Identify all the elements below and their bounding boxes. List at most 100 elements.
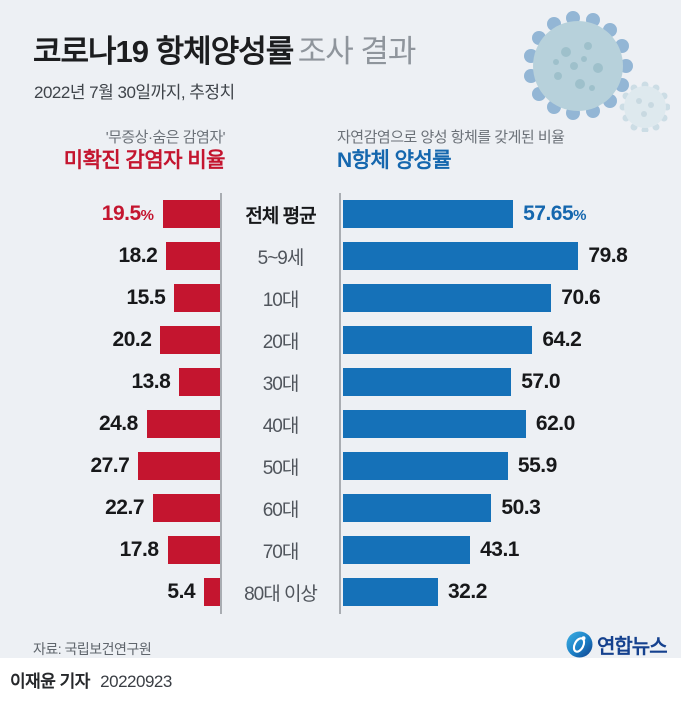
left-column-title: 미확진 감염자 비율 (63, 149, 226, 172)
antibody-rate-value: 70.6 (561, 286, 601, 309)
chart-row: 24.8 40대 62.0 (0, 403, 681, 445)
blue-bar (343, 284, 552, 312)
unconfirmed-rate-value: 18.2 (118, 244, 158, 267)
left-column-header: '무증상·숨은 감염자' 미확진 감염자 비율 (0, 128, 226, 174)
chart-row: 22.7 60대 50.3 (0, 487, 681, 529)
category-label: 20대 (262, 331, 300, 353)
antibody-rate-value: 32.2 (448, 580, 487, 603)
unconfirmed-rate-cell: 5.4 (0, 578, 220, 606)
blue-bar (343, 410, 526, 438)
unconfirmed-rate-value: 20.2 (112, 328, 152, 351)
category-cell: 20대 (220, 327, 341, 354)
left-column-caption: '무증상·숨은 감염자' (105, 129, 226, 146)
unconfirmed-rate-cell: 19.5% (0, 200, 220, 228)
antibody-rate-cell: 43.1 (341, 536, 681, 564)
category-label: 5~9세 (257, 247, 305, 269)
category-cell: 전체 평균 (220, 201, 341, 228)
virus-small (619, 81, 670, 132)
coronavirus-illustration (524, 11, 670, 132)
category-label: 30대 (262, 373, 300, 395)
right-column-title: N항체 양성률 (337, 149, 452, 172)
category-cell: 70대 (220, 537, 341, 564)
antibody-rate-value: 55.9 (517, 454, 557, 477)
chart-row: 19.5% 전체 평균 57.65% (0, 193, 681, 235)
category-cell: 40대 (220, 411, 341, 438)
right-column-header: 자연감염으로 양성 항체를 갖게된 비율 N항체 양성률 (337, 128, 565, 174)
reporter-name: 이재윤 기자 (10, 672, 90, 691)
antibody-rate-value: 50.3 (501, 496, 541, 519)
category-cell: 10대 (220, 285, 341, 312)
percent-sign: % (573, 207, 586, 224)
unconfirmed-rate-cell: 15.5 (0, 284, 220, 312)
blue-bar (343, 326, 533, 354)
antibody-rate-value: 62.0 (535, 412, 575, 435)
antibody-rate-cell: 55.9 (341, 452, 681, 480)
unconfirmed-rate-cell: 22.7 (0, 494, 220, 522)
unconfirmed-rate-value: 24.8 (98, 412, 138, 435)
chart-row: 13.8 30대 57.0 (0, 361, 681, 403)
yonhap-logo-icon (566, 631, 593, 658)
red-bar (166, 242, 220, 270)
antibody-rate-value: 79.8 (588, 244, 628, 267)
title-main: 코로나19 항체양성률 (33, 34, 294, 69)
blue-bar (343, 494, 492, 522)
title-sub: 조사 결과 (297, 34, 417, 69)
yonhap-news-logo: 연합뉴스 (566, 630, 668, 659)
blue-bar (343, 452, 508, 480)
antibody-rate-cell: 50.3 (341, 494, 681, 522)
chart-row: 18.2 5~9세 79.8 (0, 235, 681, 277)
unconfirmed-rate-cell: 20.2 (0, 326, 220, 354)
category-cell: 30대 (220, 369, 341, 396)
unconfirmed-rate-value: 27.7 (90, 454, 130, 477)
antibody-rate-cell: 57.0 (341, 368, 681, 396)
unconfirmed-rate-cell: 13.8 (0, 368, 220, 396)
chart-row: 15.5 10대 70.6 (0, 277, 681, 319)
chart-row: 20.2 20대 64.2 (0, 319, 681, 361)
blue-bar (343, 536, 471, 564)
category-cell: 80대 이상 (220, 579, 341, 606)
antibody-rate-cell: 79.8 (341, 242, 681, 270)
antibody-rate-cell: 32.2 (341, 578, 681, 606)
antibody-rate-cell: 57.65% (341, 200, 681, 228)
percent-sign: % (140, 207, 154, 224)
category-label: 전체 평균 (245, 205, 316, 227)
category-label: 40대 (262, 415, 300, 437)
antibody-rate-cell: 62.0 (341, 410, 681, 438)
blue-bar (343, 578, 438, 606)
category-cell: 50대 (220, 453, 341, 480)
reporter-credit: 이재윤 기자 20220923 (10, 667, 172, 692)
red-bar (160, 326, 220, 354)
chart-rows: 19.5% 전체 평균 57.65% 18.2 5~9세 79.8 15.5 10대 70.6 2… (0, 193, 681, 613)
unconfirmed-rate-cell: 27.7 (0, 452, 220, 480)
antibody-rate-value: 57.0 (521, 370, 561, 393)
red-bar (174, 284, 220, 312)
antibody-rate-value: 64.2 (542, 328, 582, 351)
unconfirmed-rate-value: 13.8 (131, 370, 171, 393)
red-bar (204, 578, 220, 606)
category-cell: 5~9세 (220, 243, 341, 270)
chart-row: 5.4 80대 이상 32.2 (0, 571, 681, 613)
unconfirmed-rate-cell: 24.8 (0, 410, 220, 438)
bar-chart: 19.5% 전체 평균 57.65% 18.2 5~9세 79.8 15.5 10대 70.6 2… (0, 193, 681, 614)
unconfirmed-rate-value: 15.5 (126, 286, 166, 309)
unconfirmed-rate-cell: 17.8 (0, 536, 220, 564)
red-bar (153, 494, 220, 522)
unconfirmed-rate-value: 22.7 (105, 496, 144, 519)
antibody-rate-value: 57.65% (523, 202, 586, 225)
virus-large (524, 11, 633, 120)
blue-bar (343, 242, 579, 270)
antibody-rate-cell: 64.2 (341, 326, 681, 354)
red-bar (167, 536, 220, 564)
page-title: 코로나19 항체양성률 조사 결과 (33, 26, 417, 71)
unconfirmed-rate-cell: 18.2 (0, 242, 220, 270)
category-label: 70대 (262, 541, 300, 563)
yonhap-logo-text: 연합뉴스 (597, 636, 668, 658)
red-bar (138, 452, 220, 480)
category-label: 10대 (262, 289, 300, 311)
source-note: 자료: 국립보건연구원 (33, 641, 152, 657)
red-bar (146, 410, 220, 438)
category-label: 50대 (262, 457, 300, 479)
red-bar (179, 368, 220, 396)
unconfirmed-rate-value: 19.5% (101, 202, 154, 225)
